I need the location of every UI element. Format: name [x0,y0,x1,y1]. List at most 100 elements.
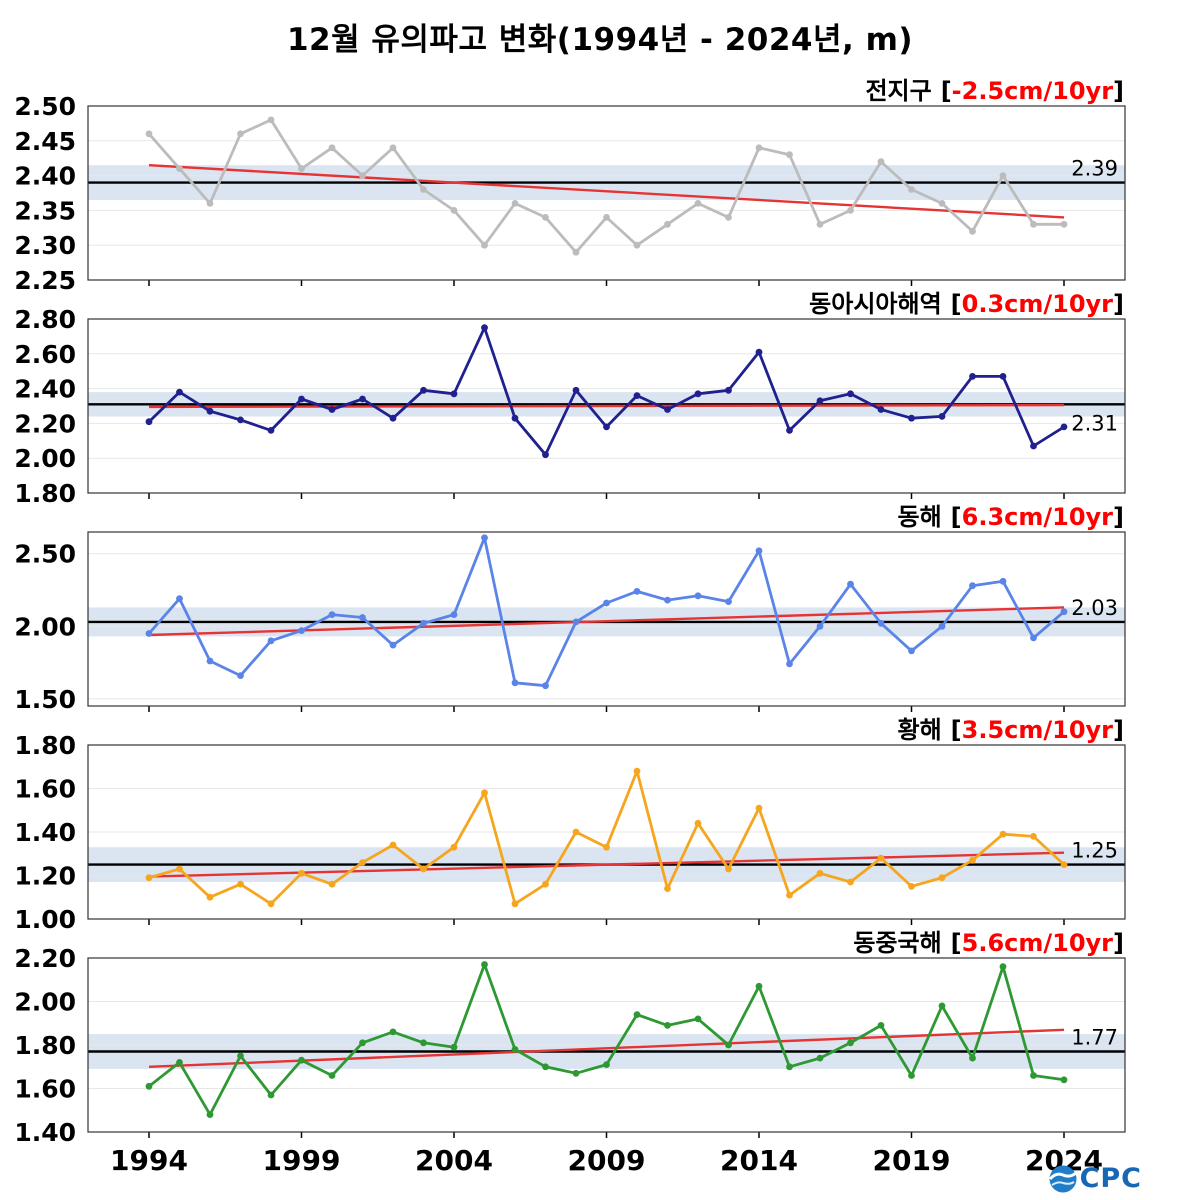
data-point [664,220,671,228]
data-point [786,1063,793,1071]
data-point [694,1015,702,1023]
data-point [664,596,671,604]
data-point [389,1028,397,1036]
data-point [359,859,366,866]
chart-svg: 1.50 2.00 2.50 2.03 [14,531,1126,714]
data-point [664,885,671,892]
data-point [145,130,153,138]
data-point [145,1082,153,1090]
data-point [481,789,488,797]
plot-border [87,318,1126,494]
data-point [267,900,275,908]
trend-bracket-open: [ [940,77,952,105]
data-point [969,856,976,864]
data-point [816,869,824,877]
data-point [847,390,854,398]
data-point [633,241,641,249]
x-tick-label: 1994 [110,1144,188,1177]
data-point [786,891,793,899]
y-tick-label: 2.45 [14,127,76,156]
data-point [359,395,366,403]
panel-header-yellow-sea: 황해 [3.5cm/10yr] [0,706,1200,745]
data-point [847,878,854,886]
data-point [664,1022,671,1029]
y-tick-label: 1.60 [14,1075,76,1104]
data-point [481,534,488,542]
mean-value-label: 1.25 [1071,839,1118,863]
x-tick-label: 2014 [720,1144,798,1177]
data-point [298,395,305,403]
data-point [877,406,885,413]
data-point [481,961,488,968]
data-point [877,854,885,862]
data-point [237,416,244,424]
y-tick-label: 1.80 [14,479,76,508]
data-point [908,414,915,422]
data-point [450,1043,458,1051]
data-point [877,619,885,627]
data-point [420,865,427,873]
page-title: 12월 유의파고 변화(1994년 - 2024년, m) [286,22,914,58]
data-point [328,1072,336,1079]
y-tick-label: 2.40 [14,162,76,191]
data-point [603,214,610,221]
data-point [786,151,793,159]
region-label: 동중국해 [853,929,942,957]
data-point [1030,442,1037,450]
data-point [420,386,427,394]
trend-bracket-close: ] [1113,716,1124,744]
data-point [176,165,183,172]
data-point [420,619,427,627]
y-tick-label: 1.80 [14,1031,76,1060]
trend-bracket-close: ] [1113,290,1124,318]
data-point [145,630,153,637]
data-point [237,130,244,138]
y-tick-label: 2.25 [14,266,76,295]
data-point [877,1022,885,1029]
data-point [877,158,885,166]
data-point [755,804,763,812]
y-tick-label: 1.80 [14,731,76,760]
data-point [908,1072,915,1079]
data-point [816,622,824,630]
y-tick-label: 2.40 [14,375,76,404]
data-point [481,324,488,332]
data-point [450,611,458,618]
data-point [969,373,976,380]
data-point [511,900,519,908]
y-tick-label: 2.35 [14,196,76,225]
data-point [328,880,336,888]
ocpc-logo-text: CPC [1079,1163,1142,1194]
trend-bracket-close: ] [1113,929,1124,957]
data-point [938,622,946,630]
data-point [603,1061,610,1068]
data-point [298,627,305,634]
trend-bracket-open: [ [950,929,962,957]
data-point [298,869,305,877]
trend-bracket-open: [ [950,290,962,318]
ocpc-logo: CPC [1048,1163,1142,1194]
chart-svg: 1.80 2.00 2.20 2.40 2.60 2.80 2.31 [14,305,1126,508]
data-point [359,614,366,621]
data-point [237,1052,244,1060]
trend-value: 3.5cm/10yr [961,716,1114,744]
y-tick-label: 2.50 [14,92,76,121]
data-point [176,595,183,603]
data-point [389,841,397,849]
data-point [786,660,793,668]
panel-header-east-sea: 동해 [6.3cm/10yr] [0,493,1200,532]
data-point [420,1039,427,1047]
data-point [969,227,976,235]
data-point [908,647,915,655]
data-point [511,414,519,422]
data-point [999,172,1007,179]
data-point [481,241,488,249]
data-point [1030,634,1037,642]
data-point [755,348,763,356]
mean-value-label: 2.39 [1071,157,1118,181]
y-tick-label: 1.50 [14,685,76,714]
data-point [572,386,580,394]
plot-border [87,957,1126,1133]
data-point [694,200,702,207]
